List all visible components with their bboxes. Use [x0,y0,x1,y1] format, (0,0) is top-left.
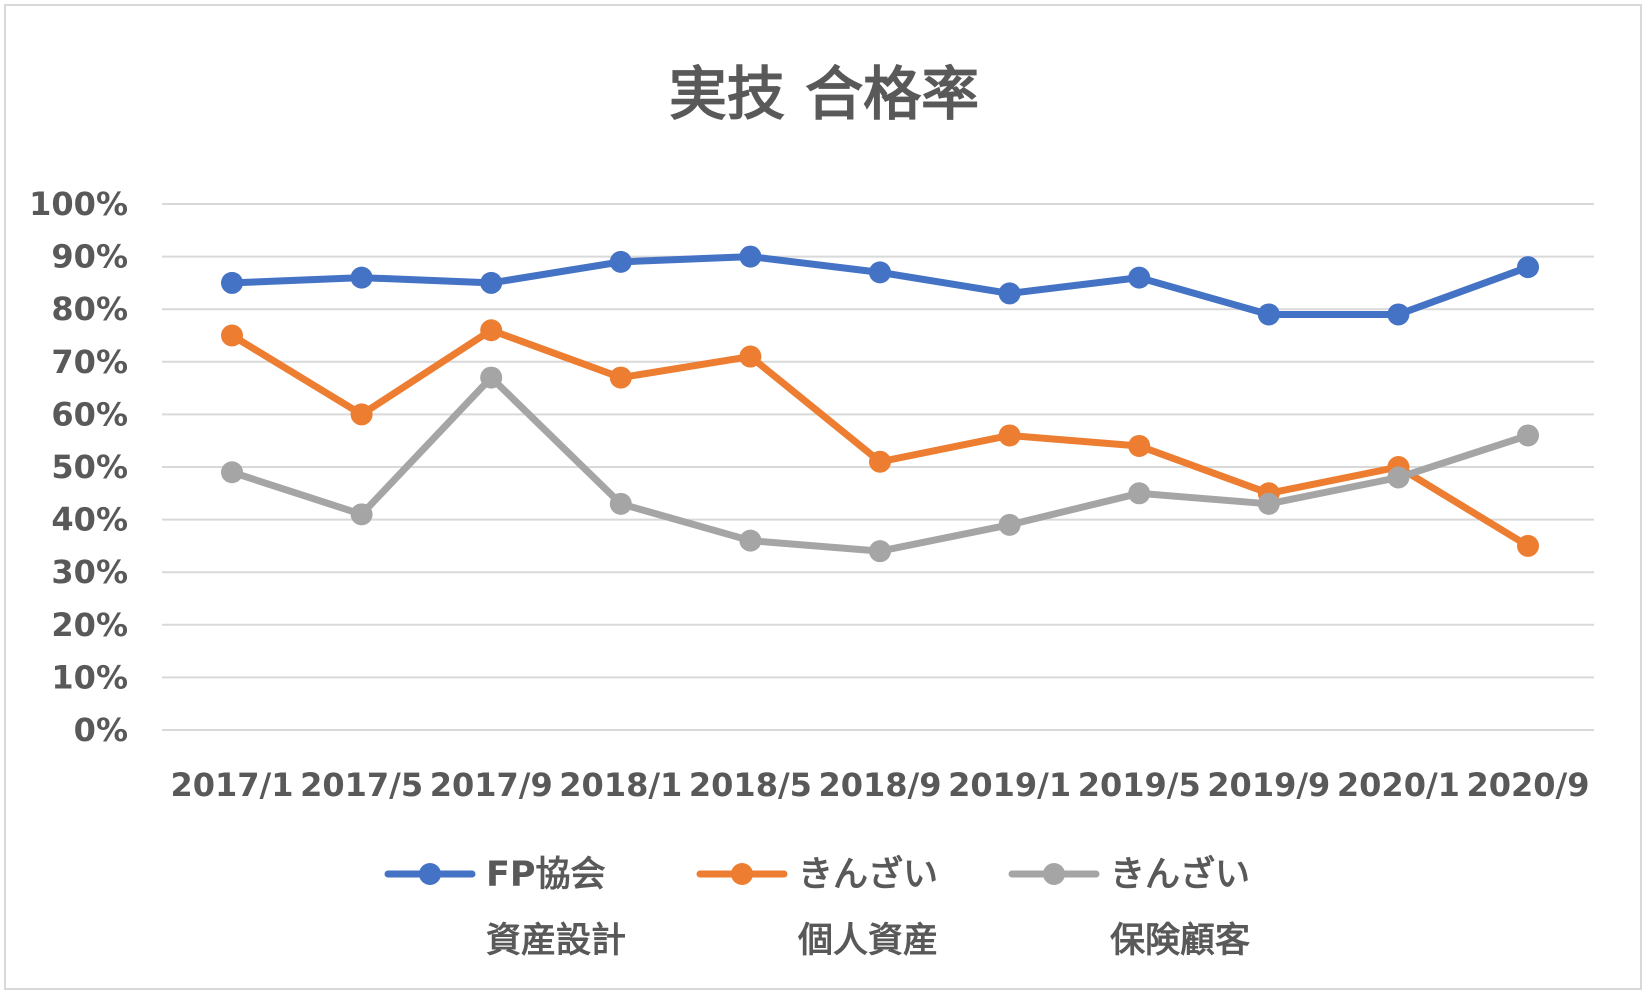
data-point [480,271,503,294]
data-point [350,266,373,289]
x-tick-label: 2017/9 [430,766,553,804]
data-point [739,245,762,268]
x-tick-label: 2018/5 [689,766,812,804]
data-point [609,492,632,515]
legend-swatch-marker [419,863,441,885]
data-point [869,261,891,284]
data-point [350,403,373,426]
y-tick-label: 10% [51,658,128,696]
data-point [480,366,503,389]
x-tick-label: 2018/1 [559,766,682,804]
data-point [1517,424,1539,447]
data-point [1387,466,1410,489]
data-point [998,282,1021,305]
x-tick-label: 2019/5 [1078,766,1201,804]
data-point [739,345,762,368]
y-tick-label: 30% [51,553,128,591]
data-point [221,271,243,294]
data-point [609,366,632,389]
y-tick-label: 50% [51,448,128,486]
legend-label: きんざい [1110,854,1250,895]
data-point [998,513,1021,536]
legend-swatch-marker [1043,863,1065,885]
data-point [609,250,632,273]
data-point [869,450,891,473]
data-point [998,424,1021,447]
y-tick-label: 60% [51,395,128,433]
x-axis-tick-labels: 2017/1 2017/5 2017/9 2018/1 2018/5 2018/9 2019… [170,766,1589,804]
data-point [739,529,762,552]
legend-label: 保険顧客 [1110,920,1250,961]
data-point [1517,534,1539,557]
data-point [1257,492,1280,515]
x-tick-label: 2020/1 [1337,766,1460,804]
chart-title: 実技 合格率 [669,60,979,128]
series-3 [221,366,1539,563]
y-tick-label: 70% [51,343,128,381]
data-point [1128,266,1151,289]
series-1 [221,245,1539,326]
data-point [1128,482,1151,505]
y-tick-label: 90% [51,238,128,276]
data-point [1387,303,1410,326]
x-tick-label: 2019/1 [948,766,1071,804]
legend-label: FP協会 [486,855,606,895]
x-tick-label: 2020/9 [1466,766,1589,804]
data-point [1128,434,1151,457]
data-point [869,540,891,563]
legend-label: 個人資産 [797,921,938,961]
y-tick-label: 80% [51,290,128,328]
y-axis-tick-labels: 0% 10% 20% 30% 40% 50% 60% 70% 80% 90% 100% [29,185,128,749]
x-tick-label: 2017/5 [300,766,423,804]
series-lines [221,245,1539,563]
y-tick-label: 20% [51,606,128,644]
data-point [480,319,503,342]
legend-label: 資産設計 [486,921,626,961]
y-tick-label: 0% [74,711,128,749]
data-point [1257,303,1280,326]
x-tick-label: 2017/1 [170,766,293,804]
y-tick-label: 40% [51,501,128,539]
x-tick-label: 2019/9 [1207,766,1330,804]
data-point [1517,256,1539,279]
legend-swatch-marker [731,863,753,885]
data-point [221,461,243,484]
gridlines [162,203,1594,731]
chart-frame [4,4,1642,990]
series-2 [221,319,1539,557]
data-point [350,503,373,526]
x-tick-label: 2018/9 [818,766,941,804]
legend-label: きんざい [798,854,938,895]
data-point [221,324,243,347]
y-tick-label: 100% [29,185,128,223]
